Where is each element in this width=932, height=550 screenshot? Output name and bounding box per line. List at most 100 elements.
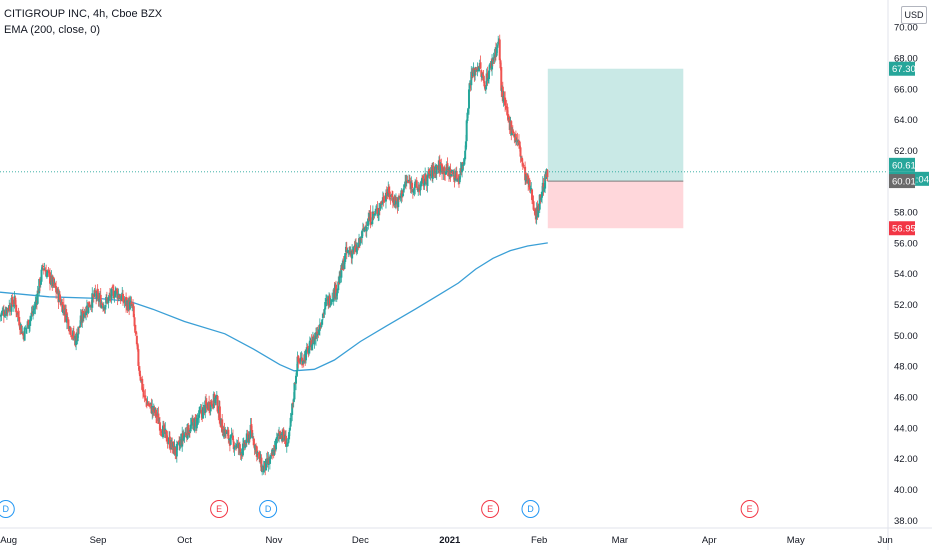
candle-body [521, 162, 524, 165]
candle-body [421, 177, 424, 181]
candle-body [204, 400, 207, 413]
candle-body [353, 246, 356, 248]
candle-body [359, 237, 362, 244]
candle-body [166, 440, 169, 444]
candle-body [135, 335, 138, 345]
currency-button[interactable]: USD [901, 6, 927, 24]
candle-body [499, 60, 502, 69]
dividend-event-marker[interactable]: D [0, 500, 15, 518]
candle-body [323, 309, 326, 314]
candle-body [546, 170, 549, 178]
candle-body [418, 187, 421, 189]
candle-body [82, 314, 85, 319]
candle-body [168, 436, 171, 449]
profit-zone[interactable] [547, 68, 684, 182]
candle-body [295, 375, 297, 384]
candle-body [42, 268, 45, 270]
candle-body [495, 47, 498, 56]
earnings-event-marker[interactable]: E [740, 500, 759, 518]
candle-body [468, 82, 471, 89]
candle-body [491, 59, 494, 62]
candle-body [483, 81, 486, 87]
candle-body [137, 349, 140, 367]
candle-body [38, 279, 41, 294]
candle-body [249, 424, 252, 439]
candle-body [463, 158, 466, 165]
candle-body [344, 253, 347, 263]
dividend-event-marker[interactable]: D [521, 500, 540, 518]
candle-body [291, 403, 294, 415]
price-tick-label: 50.00 [894, 331, 918, 342]
candle-body [28, 324, 31, 329]
candle-body [184, 431, 187, 434]
candle-body [105, 297, 108, 304]
candle-body [167, 442, 170, 444]
candle-body [205, 403, 208, 406]
candle-body [2, 309, 5, 312]
candle-body [101, 303, 104, 305]
candle-body [8, 305, 11, 311]
candle-body [299, 358, 302, 362]
dividend-event-marker[interactable]: D [259, 500, 278, 518]
candle-body [419, 184, 422, 191]
long-position-tool[interactable] [547, 68, 684, 229]
candle-body [198, 411, 201, 413]
earnings-event-marker[interactable]: E [481, 500, 500, 518]
candle-body [155, 415, 158, 417]
candle-body [298, 360, 301, 362]
candle-body [288, 427, 291, 431]
candle-body [98, 298, 101, 302]
candle-body [202, 405, 205, 407]
candle-body [521, 157, 524, 162]
candle-body [401, 193, 404, 197]
candle-body [269, 455, 272, 459]
symbol-title[interactable]: CITIGROUP INC, 4h, Cboe BZX [4, 8, 163, 20]
candle-body [217, 412, 220, 414]
candle-body [25, 326, 28, 328]
candle-body [148, 404, 151, 406]
loss-zone[interactable] [547, 181, 684, 229]
candle-body [382, 196, 385, 203]
candle-body [415, 180, 418, 188]
candle-body [527, 175, 530, 185]
candle-body [376, 208, 379, 215]
candle-body [391, 194, 394, 198]
last_price-price-tag-label: 60.61 [892, 160, 916, 171]
entry-price-tag [889, 174, 915, 189]
candle-body [470, 71, 473, 86]
earnings-event-marker[interactable]: E [210, 500, 229, 518]
price-axis[interactable]: 38.00 40.00 42.00 44.00 46.00 48.00 50.00 52.00… [887, 0, 918, 550]
candle-body [367, 218, 370, 226]
candle-body [370, 223, 373, 225]
candle-body [321, 313, 324, 319]
candle-body [540, 197, 543, 201]
candle-body [231, 435, 234, 441]
candle-body [174, 446, 177, 455]
candle-body [321, 319, 324, 325]
candle-body [55, 286, 58, 293]
candle-body [189, 424, 192, 432]
candle-body [225, 431, 228, 434]
candle-body [275, 438, 278, 450]
candle-body [15, 304, 18, 313]
candle-body [544, 174, 547, 189]
candle-body [356, 246, 359, 249]
indicator-label[interactable]: EMA (200, close, 0) [4, 24, 100, 36]
candle-body [0, 312, 3, 316]
candle-body [1, 310, 4, 314]
candle-body [337, 281, 340, 291]
time-axis[interactable]: Aug Sep Oct Nov Dec 2021 Feb Mar Apr May Jun [0, 527, 932, 546]
candle-body [21, 331, 24, 333]
candle-body [298, 362, 301, 364]
candle-body [378, 207, 381, 215]
candle-body [15, 310, 18, 315]
candle-body [130, 302, 133, 306]
candle-body [292, 398, 295, 402]
time-tick-label: Mar [612, 535, 628, 546]
candle-body [402, 188, 405, 193]
candle-body [417, 188, 420, 192]
candle-body [391, 197, 394, 203]
candle-body [76, 333, 79, 342]
